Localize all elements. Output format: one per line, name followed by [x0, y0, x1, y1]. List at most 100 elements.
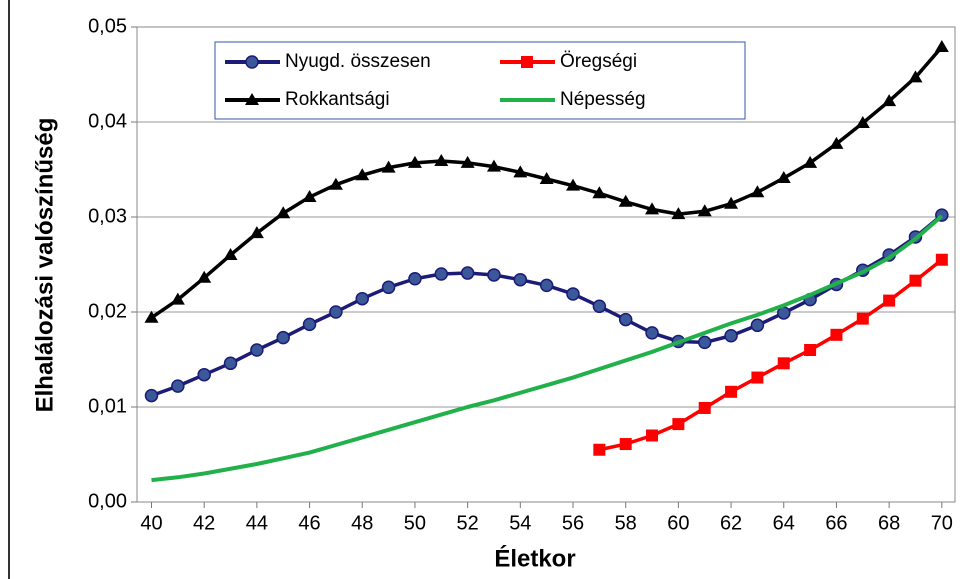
legend-marker	[245, 55, 259, 69]
point	[751, 371, 764, 384]
point	[750, 185, 765, 198]
legend-marker	[521, 56, 533, 68]
point	[434, 267, 449, 281]
point	[697, 335, 712, 350]
y-axis-title: Elhalálozási valószínűség	[31, 118, 58, 413]
point	[144, 310, 159, 323]
x-tick-label: 52	[456, 512, 478, 534]
point	[408, 272, 422, 286]
point	[619, 438, 632, 451]
plot-border	[136, 26, 956, 503]
point	[223, 248, 238, 260]
point	[672, 418, 685, 431]
point	[276, 330, 290, 345]
x-tick-label: 44	[246, 512, 268, 534]
point	[355, 291, 369, 306]
point	[777, 357, 790, 370]
x-tick-label: 60	[667, 512, 689, 534]
point	[539, 172, 554, 184]
x-tick-label: 46	[298, 512, 320, 534]
point	[724, 196, 739, 209]
point	[618, 194, 633, 207]
x-tick-label: 42	[193, 512, 215, 534]
legend-label: Népesség	[560, 89, 646, 110]
x-tick-label: 68	[878, 512, 900, 534]
point	[302, 317, 317, 332]
point	[250, 343, 264, 357]
y-tick-label: 0,04	[88, 110, 127, 132]
point	[355, 168, 370, 181]
point	[909, 274, 922, 287]
x-tick-label: 58	[615, 512, 637, 534]
point	[407, 155, 422, 168]
point	[513, 272, 528, 287]
legend-label: Öregségi	[560, 51, 637, 72]
point	[513, 165, 528, 178]
point	[855, 115, 870, 128]
point	[223, 356, 238, 371]
point	[592, 186, 607, 199]
series-line	[150, 213, 943, 398]
point	[908, 70, 923, 83]
point	[882, 94, 897, 107]
point	[804, 344, 817, 356]
point	[725, 385, 738, 398]
y-tick-label: 0,02	[88, 300, 127, 322]
point	[460, 266, 475, 280]
point	[197, 270, 212, 283]
y-tick-label: 0,03	[88, 205, 127, 227]
point	[592, 299, 607, 314]
y-tick-label: 0,00	[88, 490, 127, 512]
point	[328, 177, 343, 190]
point	[302, 190, 317, 203]
point	[171, 379, 185, 393]
series-line	[598, 258, 943, 452]
y-tick-label: 0,01	[88, 395, 127, 417]
point	[197, 367, 211, 382]
x-tick-label: 70	[931, 512, 953, 534]
x-tick-label: 54	[509, 512, 531, 534]
series-line	[151, 214, 944, 483]
point	[750, 318, 765, 333]
point	[276, 206, 291, 219]
point	[934, 39, 949, 52]
point	[381, 280, 396, 295]
legend-label: Nyugd. összesen	[285, 51, 431, 72]
legend-label: Rokkantsági	[285, 89, 390, 110]
point	[566, 178, 581, 191]
x-tick-label: 40	[140, 512, 162, 534]
point	[329, 305, 343, 319]
point	[566, 287, 580, 301]
x-tick-label: 56	[562, 512, 584, 534]
x-tick-label: 48	[351, 512, 373, 534]
point	[487, 268, 501, 282]
point	[539, 278, 554, 293]
point	[830, 328, 843, 341]
point	[249, 226, 264, 239]
point	[724, 329, 738, 343]
point	[803, 155, 818, 168]
x-tick-label: 62	[720, 512, 742, 534]
point	[776, 171, 791, 184]
point	[381, 160, 396, 173]
point	[645, 326, 659, 340]
legend-box	[214, 41, 746, 120]
legend-marker	[245, 93, 259, 105]
x-tick-label: 66	[825, 512, 847, 534]
point	[698, 401, 711, 414]
point	[935, 253, 948, 266]
point	[144, 388, 159, 403]
point	[645, 202, 660, 215]
y-tick-label: 0,05	[88, 15, 127, 37]
x-tick-label: 50	[404, 512, 426, 534]
point	[856, 312, 869, 325]
point	[486, 159, 501, 172]
point	[646, 429, 659, 442]
point	[593, 443, 606, 456]
point	[460, 155, 475, 168]
x-tick-label: 64	[773, 512, 795, 534]
point	[697, 204, 712, 217]
point	[671, 207, 686, 220]
x-axis-title: Életkor	[494, 544, 575, 572]
